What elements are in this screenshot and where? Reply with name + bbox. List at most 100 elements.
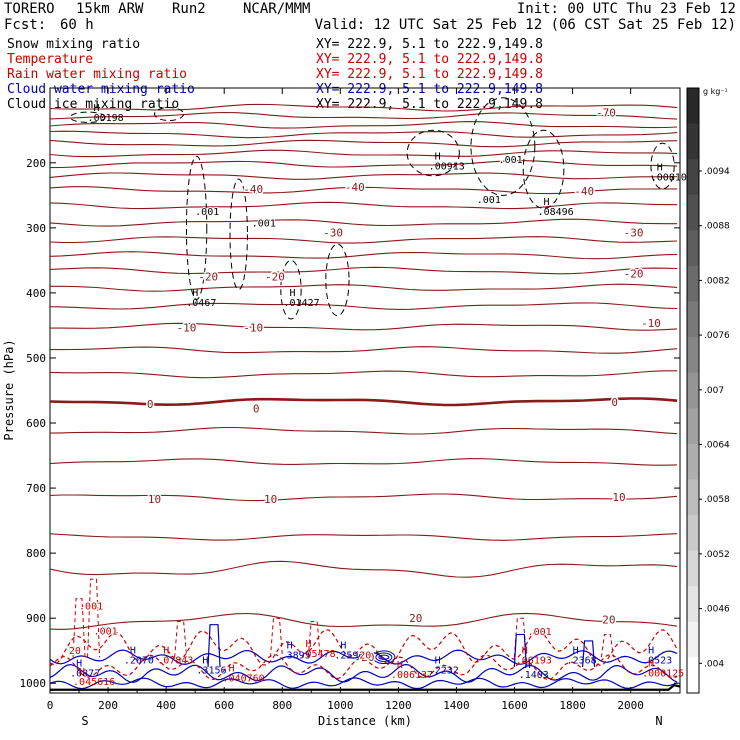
colorbar-step	[687, 159, 699, 196]
y-tick-label: 1000	[20, 677, 47, 690]
rain-water-contour	[174, 620, 188, 658]
temperature-contour-label: -40	[345, 181, 365, 194]
high-value-label: .08496	[538, 207, 574, 218]
high-marker: H	[397, 660, 403, 671]
high-value-label: .3895	[281, 651, 311, 662]
colorbar-step	[687, 515, 699, 552]
temperature-contour-line	[49, 370, 678, 379]
colorbar-step	[687, 586, 699, 623]
y-tick-label: 700	[26, 482, 46, 495]
snow-contour	[522, 129, 565, 209]
ground-surface-line	[50, 684, 681, 691]
contour-value-labels: .001 .001 .001 .001 .001 .001 .001 20 20	[68, 154, 553, 663]
colorbar-tick-label: .007	[704, 386, 724, 396]
colorbar-step	[687, 443, 699, 480]
high-value-label: .006137	[391, 670, 433, 681]
high-marker: H	[522, 646, 528, 657]
high-value-label: .2232	[429, 665, 459, 676]
x-tick-label: 2000	[617, 699, 644, 712]
temperature-contour-line	[49, 172, 678, 180]
x-axis: 0 200 400 600 800 1000 1200 1400 1600 1800 2000	[47, 88, 661, 712]
temperature-contour-label: -70	[596, 107, 616, 120]
contour-value-label: .001	[499, 155, 523, 166]
legend-snow-label: Snow mixing ratio	[7, 37, 140, 52]
temperature-contour-line	[49, 111, 678, 120]
colorbar-step	[687, 337, 699, 374]
legend-cloud-ice-xy: XY= 222.9, 5.1 to 222.9,149.8	[316, 97, 543, 112]
snow-contour	[280, 259, 302, 320]
y-tick-label: 900	[26, 612, 46, 625]
high-value-label: .00198	[88, 113, 124, 124]
high-marker: H	[648, 646, 654, 657]
temperature-contour-line	[49, 121, 678, 129]
high-value-label: .2070	[124, 656, 154, 667]
contour-value-label: .001	[94, 626, 118, 637]
x-tick-label: 1400	[443, 699, 470, 712]
temperature-contour-line	[49, 160, 678, 169]
colorbar-step	[687, 123, 699, 160]
high-marker: H	[79, 667, 85, 678]
high-marker: H	[229, 663, 235, 674]
temperature-labels: -70 -40 -40 -40 -30 -30 -20 -20 -20 -10 -10 -10 0 0 0 1…	[145, 105, 662, 666]
high-marker: H	[94, 103, 100, 114]
temperature-contour-line	[49, 236, 678, 244]
high-marker: H	[163, 646, 169, 657]
temperature-contour-label: 20	[361, 651, 374, 664]
colorbar-step	[687, 408, 699, 445]
colorbar-tick-label: .0088	[704, 222, 730, 232]
temperature-contour-line	[49, 560, 678, 578]
colorbar-tick-label: .0046	[704, 605, 730, 615]
temperature-contour-line	[49, 458, 678, 466]
temperature-contour-line	[50, 346, 678, 354]
colorbar: .0094 .0088 .0082 .0076 .007 .0064 .0058 .0052.…	[686, 87, 730, 694]
high-value-label: .3156	[196, 665, 226, 676]
temperature-contour-line	[49, 149, 678, 158]
colorbar-step	[687, 230, 699, 267]
x-tick-label: 1000	[327, 699, 354, 712]
temperature-contour-label: -10	[243, 321, 263, 334]
temperature-contour-label: -20	[624, 267, 644, 280]
high-value-label: .045616	[73, 677, 115, 688]
high-marker: H	[287, 641, 293, 652]
temperature-contour-label: -20	[198, 271, 218, 284]
temperature-contour-label: 20	[602, 613, 615, 626]
temperature-contour-label: 10	[148, 493, 161, 506]
colorbar-unit: g kg⁻¹	[703, 87, 728, 96]
snow-contour	[325, 243, 350, 317]
temperature-contour-label: 10	[264, 493, 277, 506]
cloud-water-contour	[207, 624, 221, 668]
y-tick-label: 300	[26, 222, 46, 235]
x-axis-label: Distance (km)	[318, 714, 412, 728]
colorbar-tick-label: .0058	[704, 495, 730, 505]
high-marker: H	[525, 660, 531, 671]
colorbar-tick-label: .0076	[704, 331, 730, 341]
contour-value-label: 20	[69, 646, 81, 657]
org-name: NCAR/MMM	[243, 1, 310, 17]
high-value-label: .05478	[299, 649, 335, 660]
high-marker: H	[340, 641, 346, 652]
legend-cloud-water-xy: XY= 222.9, 5.1 to 222.9,149.8	[316, 82, 543, 97]
y-tick-label: 500	[26, 352, 46, 365]
colorbar-step	[687, 88, 699, 125]
high-value-label: .01427	[284, 298, 320, 309]
x-tick-label: 200	[98, 699, 118, 712]
high-value-label: .2596	[334, 651, 364, 662]
temperature-contour-line	[49, 201, 678, 210]
high-marker: H	[192, 288, 198, 299]
rain-water-contour	[49, 654, 678, 681]
temperature-contour-label: -10	[177, 321, 197, 334]
colorbar-step	[687, 657, 699, 694]
valid-time: Valid: 12 UTC Sat 25 Feb 12 (06 CST Sat …	[315, 17, 736, 33]
high-marker: H	[76, 659, 82, 670]
x-tick-label: 0	[47, 699, 54, 712]
temperature-contour-label: 10	[612, 491, 625, 504]
cloud-water-contour	[513, 633, 527, 668]
high-marker: H	[435, 151, 441, 162]
temperature-contour-line	[49, 266, 678, 275]
temperature-contour-line	[49, 251, 678, 260]
south-label: S	[81, 714, 88, 728]
contour-value-label: 20	[359, 651, 371, 662]
temperature-contour-label: -30	[323, 226, 343, 239]
header: TORERO 15km ARW Run2 NCAR/MMM Init: 00 U…	[4, 1, 736, 33]
